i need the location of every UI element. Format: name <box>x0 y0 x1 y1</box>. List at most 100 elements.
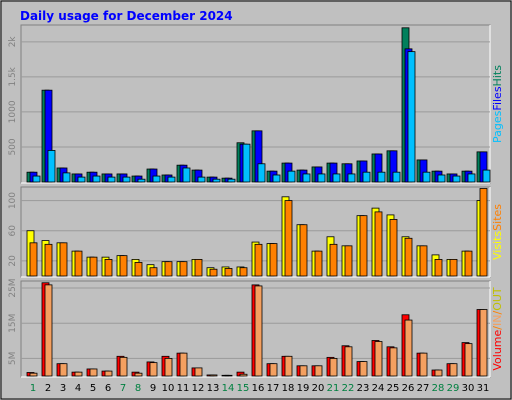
bar <box>464 343 473 377</box>
legend: Volume/IN/OUT <box>491 287 504 371</box>
x-tick-label: 7 <box>120 383 126 394</box>
bar <box>59 363 68 377</box>
bar <box>299 224 308 277</box>
x-tick-label: 27 <box>417 383 430 394</box>
x-tick-label: 30 <box>462 383 475 394</box>
bar <box>299 365 308 377</box>
bar <box>29 242 38 277</box>
bar <box>392 171 401 183</box>
x-tick-label: 3 <box>60 383 66 394</box>
bar <box>269 363 278 377</box>
y-tick-label: 15M <box>8 314 18 333</box>
bar <box>344 346 353 377</box>
bar <box>179 352 188 377</box>
bar <box>32 175 41 183</box>
x-tick-label: 14 <box>222 383 235 394</box>
bar <box>209 374 218 377</box>
bar <box>197 176 206 183</box>
bar <box>224 268 233 277</box>
x-tick-label: 18 <box>282 383 295 394</box>
bar <box>137 178 146 183</box>
bar <box>92 175 101 183</box>
legend-separator: / <box>491 311 504 315</box>
x-tick-label: 22 <box>342 383 355 394</box>
x-tick-label: 13 <box>207 383 220 394</box>
bar <box>44 243 53 277</box>
x-tick-label: 4 <box>75 383 81 394</box>
bar <box>149 362 158 377</box>
bar <box>329 243 338 277</box>
bar <box>314 250 323 277</box>
bar <box>239 267 248 277</box>
bar <box>479 188 488 277</box>
bar <box>269 243 278 277</box>
legend-entry: OUT <box>491 287 504 311</box>
x-tick-label: 10 <box>162 383 175 394</box>
bar <box>89 256 98 277</box>
bar <box>254 243 263 277</box>
legend-entry: IN <box>491 315 504 326</box>
x-tick-label: 21 <box>327 383 340 394</box>
bar <box>47 150 56 183</box>
bar <box>284 355 293 377</box>
x-tick-label: 12 <box>192 383 205 394</box>
bar <box>119 255 128 277</box>
bar <box>77 176 86 183</box>
bar <box>104 259 113 277</box>
bar <box>347 173 356 183</box>
bar <box>59 242 68 277</box>
x-tick-label: 29 <box>447 383 460 394</box>
bar <box>257 163 266 183</box>
bar <box>404 237 413 277</box>
x-tick-label: 19 <box>297 383 310 394</box>
y-tick-label: 2k <box>8 36 18 48</box>
x-tick-label: 2 <box>45 383 51 394</box>
x-tick-label: 24 <box>372 383 385 394</box>
y-tick-label: 5M <box>8 352 18 366</box>
x-tick-label: 6 <box>105 383 111 394</box>
bar <box>344 245 353 277</box>
bar <box>362 171 371 183</box>
legend: PagesFilesHits <box>491 65 504 143</box>
x-tick-label: 20 <box>312 383 325 394</box>
y-tick-label: 25M <box>8 278 18 297</box>
bar <box>242 143 251 183</box>
legend-entry: Files <box>491 86 504 110</box>
bar <box>467 173 476 183</box>
bar <box>284 200 293 277</box>
y-tick-label: 1000 <box>8 100 18 123</box>
x-tick-label: 5 <box>90 383 96 394</box>
bar <box>374 341 383 377</box>
bar <box>389 219 398 277</box>
bar <box>149 267 158 277</box>
x-tick-label: 31 <box>477 383 490 394</box>
legend: VisitsSites <box>491 204 504 260</box>
bar <box>62 172 71 183</box>
y-tick-label: 500 <box>8 138 18 155</box>
bar <box>452 175 461 183</box>
bar <box>374 211 383 277</box>
legend-entry: Visits <box>491 231 504 260</box>
bar <box>272 174 281 183</box>
bar <box>389 347 398 377</box>
bar <box>122 176 131 183</box>
bar <box>134 372 143 377</box>
bar <box>317 173 326 183</box>
bar <box>164 261 173 277</box>
bar <box>74 371 83 377</box>
bar <box>287 170 296 183</box>
bar <box>224 374 233 377</box>
bar <box>194 367 203 377</box>
x-tick-label: 11 <box>177 383 190 394</box>
bar <box>74 250 83 277</box>
bar <box>422 171 431 183</box>
legend-entry: Hits <box>491 65 504 87</box>
legend-entry: Volume <box>491 329 504 370</box>
x-tick-label: 16 <box>252 383 265 394</box>
bar <box>479 309 488 377</box>
bar <box>89 368 98 377</box>
bar <box>212 178 221 183</box>
bar <box>377 171 386 183</box>
bar <box>449 259 458 277</box>
